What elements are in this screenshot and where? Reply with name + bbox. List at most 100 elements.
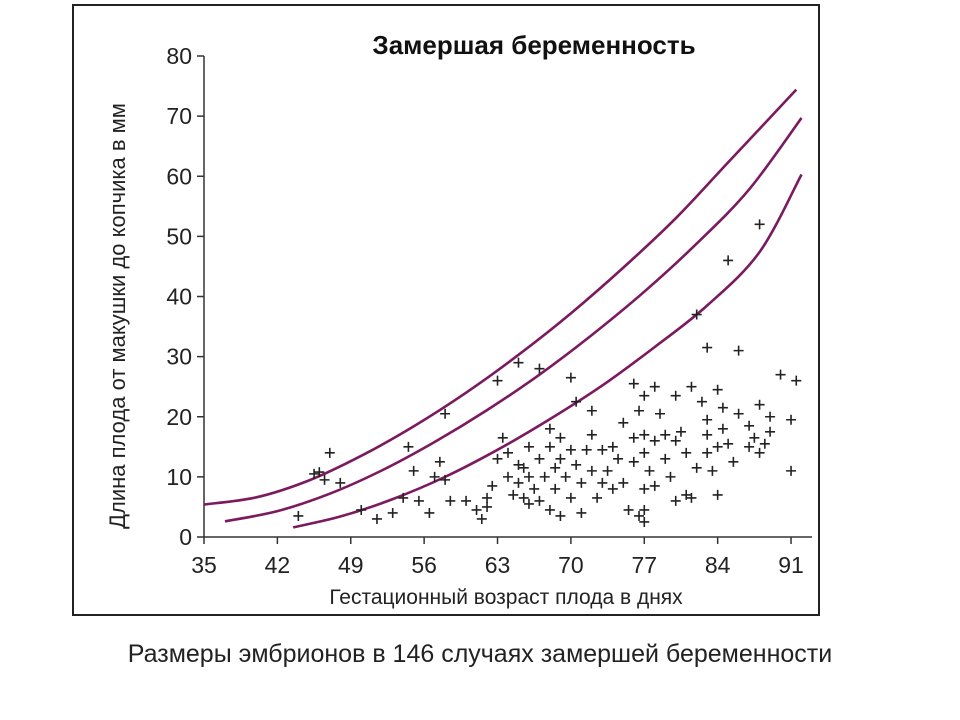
data-point — [581, 444, 592, 455]
data-point — [649, 435, 660, 446]
x-tick-label: 49 — [338, 552, 364, 578]
data-point — [691, 462, 702, 473]
data-point — [440, 408, 451, 419]
data-point — [555, 510, 566, 521]
data-point — [639, 483, 650, 494]
data-point — [639, 516, 650, 527]
y-tick-label: 50 — [166, 223, 192, 249]
data-point — [398, 492, 409, 503]
data-point — [765, 426, 776, 437]
x-tick-label: 35 — [191, 552, 217, 578]
data-point — [586, 465, 597, 476]
data-point — [670, 495, 681, 506]
data-point — [775, 369, 786, 380]
data-point — [634, 510, 645, 521]
data-point — [335, 477, 346, 488]
y-tick-label: 20 — [166, 404, 192, 430]
data-point — [655, 408, 665, 419]
data-point — [675, 426, 686, 437]
curve-middle — [224, 117, 803, 523]
data-point — [733, 345, 744, 356]
scatter-chart: Замершая беременность 0 10 20 30 40 50 60 70 80 3… — [105, 30, 812, 609]
data-point — [476, 513, 487, 524]
data-point — [403, 441, 414, 452]
y-tick-label: 70 — [166, 103, 192, 129]
data-point — [523, 471, 534, 482]
data-point — [628, 378, 639, 389]
data-point — [523, 498, 534, 509]
data-point — [702, 429, 713, 440]
data-point — [744, 441, 755, 452]
data-point — [586, 405, 597, 416]
data-point — [754, 447, 765, 458]
chart-frame: Замершая беременность 0 10 20 30 40 50 60 70 80 3… — [72, 4, 820, 616]
data-point — [487, 480, 498, 491]
data-point — [681, 489, 692, 500]
data-point — [471, 504, 482, 515]
x-tick-label: 42 — [265, 552, 291, 578]
data-point — [707, 465, 718, 476]
y-tick-label: 10 — [166, 464, 192, 490]
data-point — [309, 468, 320, 479]
data-point — [717, 402, 728, 413]
data-point — [571, 396, 582, 407]
data-point — [660, 453, 671, 464]
data-point — [786, 414, 797, 425]
data-point — [413, 495, 424, 506]
data-point — [644, 465, 655, 476]
data-point — [503, 471, 513, 482]
y-tick-label: 30 — [166, 344, 192, 370]
data-point — [686, 492, 697, 503]
y-tick-label: 60 — [166, 163, 192, 189]
data-point — [424, 507, 435, 518]
data-point — [324, 447, 335, 458]
data-point — [702, 414, 713, 425]
data-point — [759, 438, 770, 449]
data-point — [497, 432, 508, 443]
data-point — [754, 399, 765, 410]
data-point — [534, 453, 545, 464]
x-tick-label: 63 — [485, 552, 511, 578]
data-point — [712, 441, 723, 452]
figure-caption: Размеры эмбрионов в 146 случаях замершей… — [127, 640, 833, 668]
data-point — [434, 456, 445, 467]
data-point — [503, 447, 513, 458]
y-tick-label: 80 — [166, 43, 192, 69]
data-point — [523, 441, 534, 452]
data-point — [571, 459, 582, 470]
data-point — [534, 495, 545, 506]
y-axis-label: Длина плода от макушки до копчика в мм — [105, 103, 130, 529]
data-point — [712, 384, 723, 395]
data-point — [550, 483, 561, 494]
data-point — [754, 219, 765, 230]
data-point — [482, 492, 493, 503]
data-point — [529, 483, 540, 494]
data-point — [560, 471, 571, 482]
data-point — [613, 453, 624, 464]
data-point — [696, 396, 707, 407]
data-point — [602, 465, 613, 476]
data-point — [597, 444, 608, 455]
curve-lower — [292, 173, 803, 529]
data-points — [293, 219, 802, 527]
data-point — [440, 474, 451, 485]
data-point — [482, 501, 493, 512]
data-point — [565, 492, 576, 503]
x-tick-label: 77 — [631, 552, 657, 578]
data-point — [408, 465, 419, 476]
data-point — [534, 363, 545, 374]
data-point — [744, 420, 755, 431]
x-tick-label: 70 — [558, 552, 584, 578]
data-point — [539, 471, 550, 482]
data-point — [765, 411, 776, 422]
data-point — [649, 381, 660, 392]
data-point — [550, 462, 561, 473]
data-point — [371, 513, 382, 524]
data-point — [518, 462, 529, 473]
data-point — [565, 372, 576, 383]
data-point — [492, 453, 503, 464]
curve-upper — [203, 88, 798, 506]
data-point — [576, 507, 587, 518]
data-point — [691, 309, 702, 320]
data-point — [639, 390, 650, 401]
